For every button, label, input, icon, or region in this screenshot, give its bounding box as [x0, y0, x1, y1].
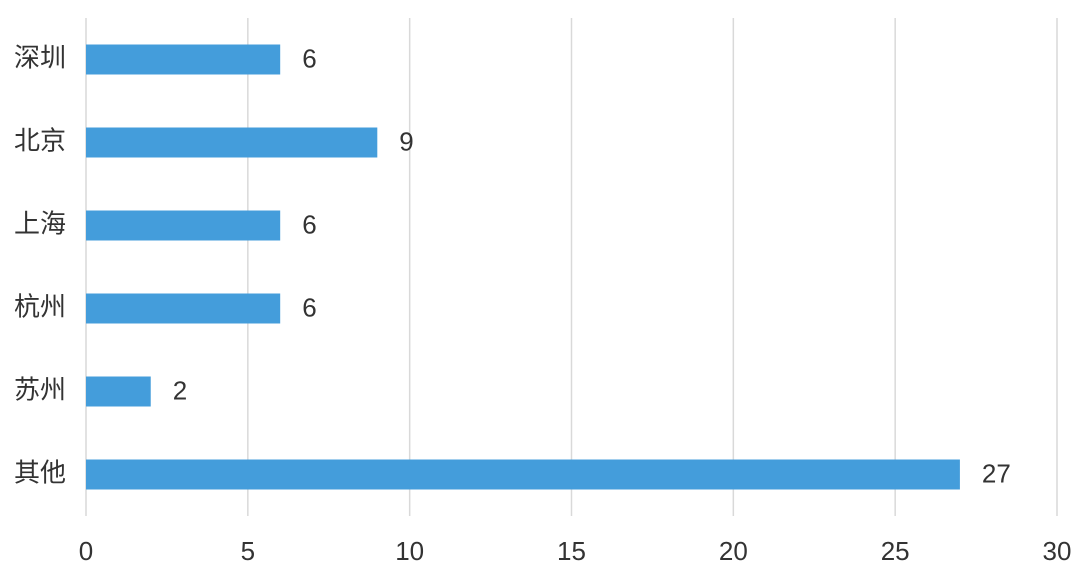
y-tick-label: 北京 [14, 125, 66, 155]
bar [86, 127, 378, 158]
data-label: 6 [302, 43, 316, 73]
y-tick-label: 杭州 [14, 291, 66, 321]
x-tick-label: 10 [395, 536, 424, 566]
data-label: 9 [399, 126, 413, 156]
data-label: 2 [173, 375, 187, 405]
data-label: 6 [302, 209, 316, 239]
bar [86, 459, 960, 490]
bar [86, 44, 281, 75]
y-tick-label: 深圳 [14, 42, 66, 72]
data-label: 27 [982, 458, 1011, 488]
bar [86, 376, 151, 407]
y-tick-label: 苏州 [14, 374, 66, 404]
x-tick-label: 30 [1043, 536, 1072, 566]
x-tick-label: 15 [557, 536, 586, 566]
y-tick-label: 上海 [14, 208, 66, 238]
bar [86, 210, 281, 241]
data-label: 6 [302, 292, 316, 322]
x-tick-label: 25 [881, 536, 910, 566]
x-tick-label: 20 [719, 536, 748, 566]
x-tick-label: 0 [79, 536, 93, 566]
bar [86, 293, 281, 324]
y-tick-label: 其他 [14, 457, 66, 487]
x-tick-label: 5 [241, 536, 255, 566]
